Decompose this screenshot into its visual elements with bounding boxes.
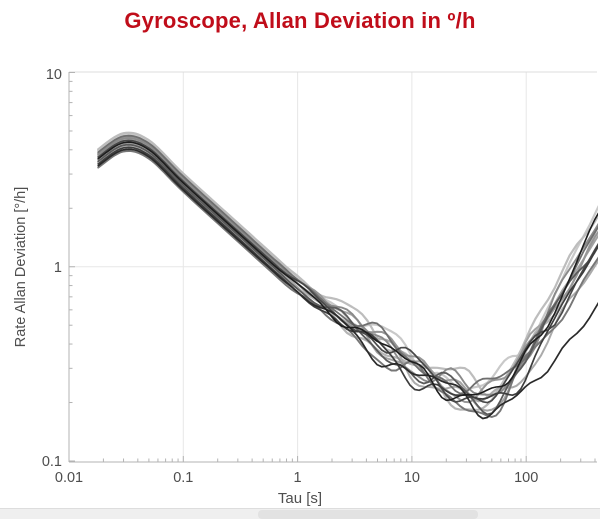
- curve-8: [97, 150, 598, 418]
- x-tick-label: 0.1: [173, 470, 193, 486]
- scrollbar-thumb[interactable]: [258, 510, 478, 519]
- curve-3: [97, 145, 598, 411]
- curve-9: [97, 134, 598, 395]
- y-axis-label: Rate Allan Deviation [°/h]: [13, 187, 29, 348]
- x-tick-label: 10: [404, 470, 420, 486]
- horizontal-scrollbar[interactable]: [0, 508, 600, 519]
- x-tick-label: 0.01: [55, 470, 83, 486]
- grid-lines: [69, 72, 597, 462]
- x-tick-label: 1: [294, 470, 302, 486]
- y-tick-label: 10: [46, 67, 62, 83]
- curve-11: [97, 139, 598, 404]
- x-tick-label: 100: [514, 470, 538, 486]
- chart-title: Gyroscope, Allan Deviation in º/h: [124, 8, 476, 33]
- y-tick-label: 1: [54, 260, 62, 276]
- x-axis-label: Tau [s]: [278, 490, 322, 507]
- y-tick-label: 0.1: [42, 454, 62, 470]
- curve-12: [97, 146, 598, 400]
- allan-deviation-curves: [97, 131, 598, 420]
- axis-ticks: [68, 72, 596, 462]
- curve-14: [97, 141, 598, 402]
- curve-1: [97, 133, 598, 391]
- curve-10: [97, 143, 598, 416]
